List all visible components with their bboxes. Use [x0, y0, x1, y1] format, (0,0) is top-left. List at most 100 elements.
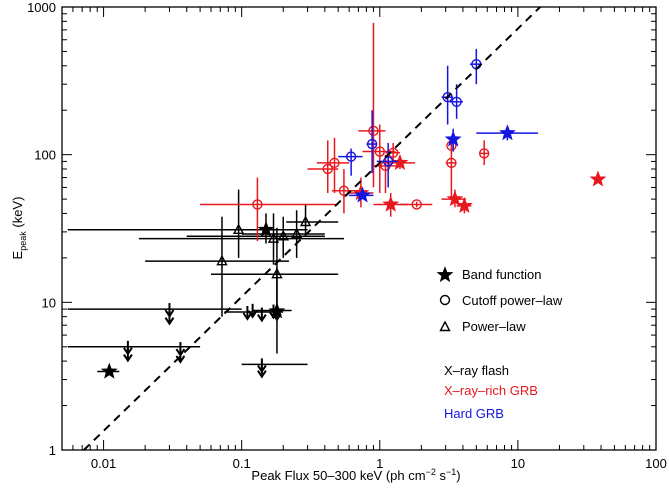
x-axis-label-sup1: −2: [426, 467, 436, 477]
upper-limit-arrow-head: [164, 317, 175, 326]
star-marker: [382, 195, 400, 212]
data-layer: [67, 22, 607, 379]
x-tick-label: 1: [376, 456, 383, 471]
data-point: [456, 197, 473, 214]
data-point: [97, 362, 120, 379]
data-point: [444, 128, 462, 152]
data-point: [478, 140, 490, 166]
triangle-marker: [232, 223, 245, 234]
star-marker: [589, 170, 607, 187]
y-tick-label: 1: [49, 443, 56, 458]
y-axis-label-sub: peak: [18, 231, 28, 251]
circle-marker: [338, 185, 350, 196]
circle-marker: [446, 157, 457, 169]
data-point: [286, 204, 339, 237]
data-point: [123, 347, 133, 363]
star-marker: [257, 220, 275, 237]
legend-label-x-ray-flash: X–ray flash: [444, 363, 509, 378]
star-marker: [444, 130, 462, 147]
circle-marker: [442, 91, 453, 103]
data-point: [186, 216, 325, 258]
data-point: [399, 199, 433, 210]
legend-label-x-ray-rich-grb: X–ray–rich GRB: [444, 383, 538, 398]
circle-marker: [368, 125, 379, 137]
circle-marker: [451, 96, 462, 108]
data-point: [338, 148, 363, 176]
x-axis-label: Peak Flux 50–300 keV (ph cm−2 s−1): [251, 467, 460, 483]
upper-limit-arrow-head: [247, 310, 258, 319]
star-marker: [354, 186, 371, 203]
data-point: [307, 140, 339, 194]
circle-marker: [374, 146, 385, 157]
circle-marker: [439, 294, 451, 306]
y-tick-label: 1000: [27, 0, 56, 15]
data-point: [145, 216, 289, 317]
circle-marker: [345, 151, 357, 162]
y-axis-label: Epeak (keV): [10, 197, 28, 260]
star-marker: [391, 154, 409, 171]
y-axis-label-main: E: [10, 250, 25, 259]
data-point: [376, 142, 398, 188]
circle-marker: [382, 156, 394, 167]
data-point: [67, 303, 242, 318]
plot-frame: [61, 6, 657, 451]
y-tick-label: 10: [42, 295, 56, 310]
legend-label-cutoff-power-law: Cutoff power–law: [462, 293, 563, 308]
data-point: [211, 227, 339, 317]
data-point: [241, 210, 325, 258]
triangle-marker: [271, 267, 283, 279]
circle-marker: [366, 138, 378, 150]
x-tick-label: 0.01: [91, 456, 116, 471]
data-point: [200, 177, 339, 242]
data-point: [164, 310, 175, 326]
star-marker: [436, 266, 454, 283]
circle-marker: [322, 163, 333, 175]
y-axis-label-unit: (keV): [10, 197, 25, 232]
triangle-marker: [216, 254, 228, 266]
data-point: [449, 84, 463, 119]
legend-marker-circle: [439, 294, 451, 306]
triangle-marker: [277, 229, 289, 241]
y-tick-label: 100: [34, 148, 56, 163]
data-point: [316, 137, 350, 194]
circle-marker: [411, 199, 422, 210]
circle-marker: [252, 199, 263, 210]
triangle-marker: [267, 232, 280, 243]
circle-marker: [329, 157, 340, 169]
data-point: [441, 189, 466, 208]
upper-limit-arrow-head: [242, 312, 253, 321]
triangle-marker: [439, 320, 451, 332]
data-point: [385, 154, 416, 171]
x-axis-label-main: Peak Flux 50–300 keV (ph cm: [251, 468, 425, 483]
star-marker: [100, 362, 118, 379]
data-point: [362, 124, 396, 194]
upper-limit-arrow-head: [123, 353, 133, 363]
star-marker: [456, 197, 473, 214]
circle-marker: [478, 148, 490, 159]
reference-line-layer: [83, 6, 541, 451]
legend-marker-star: [436, 266, 454, 283]
series-1: [200, 22, 607, 242]
star-marker: [499, 124, 516, 141]
legend-marker-triangle: [439, 320, 451, 332]
upper-limit-arrow-head: [257, 370, 267, 379]
data-point: [138, 213, 344, 265]
data-point: [257, 307, 267, 323]
upper-limit-arrow-head: [257, 313, 267, 323]
star-marker: [446, 190, 464, 207]
data-point: [441, 65, 454, 125]
data-point: [366, 110, 378, 174]
legend-label-band-function: Band function: [462, 267, 542, 282]
x-axis-label-end: ): [456, 468, 460, 483]
triangle-marker: [290, 227, 303, 239]
data-point: [589, 170, 607, 187]
series-2: [338, 48, 539, 203]
data-point: [476, 124, 539, 141]
data-point: [349, 186, 374, 203]
legend: Band function Cutoff power–law Power–law…: [436, 266, 563, 421]
data-point: [67, 189, 308, 258]
x-axis-label-mid: s: [436, 468, 447, 483]
x-tick-label: 10: [511, 456, 525, 471]
x-axis-label-sup2: −1: [446, 467, 456, 477]
